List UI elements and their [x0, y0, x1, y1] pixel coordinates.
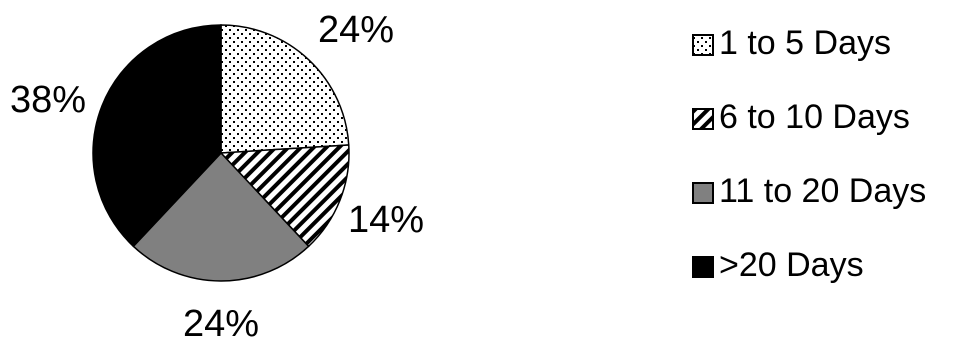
legend-label-1: 1 to 5 Days	[719, 24, 891, 62]
legend-swatch-2	[692, 108, 714, 130]
pie-slice-1	[220, 24, 350, 154]
legend-label-4: >20 Days	[719, 246, 864, 284]
legend-swatch-4	[692, 256, 714, 278]
slice-label-2: 14%	[348, 199, 424, 241]
slice-label-3: 24%	[183, 303, 259, 339]
pie-slice-4	[92, 24, 222, 248]
legend-swatch-1	[692, 34, 714, 56]
legend-swatch-3	[692, 182, 714, 204]
slice-label-1: 24%	[318, 9, 394, 51]
legend-label-3: 11 to 20 Days	[719, 172, 926, 210]
slice-label-4: 38%	[10, 79, 86, 121]
legend-label-2: 6 to 10 Days	[719, 98, 910, 136]
pie-slice-3	[132, 151, 310, 282]
pie-slice-2	[219, 144, 350, 248]
